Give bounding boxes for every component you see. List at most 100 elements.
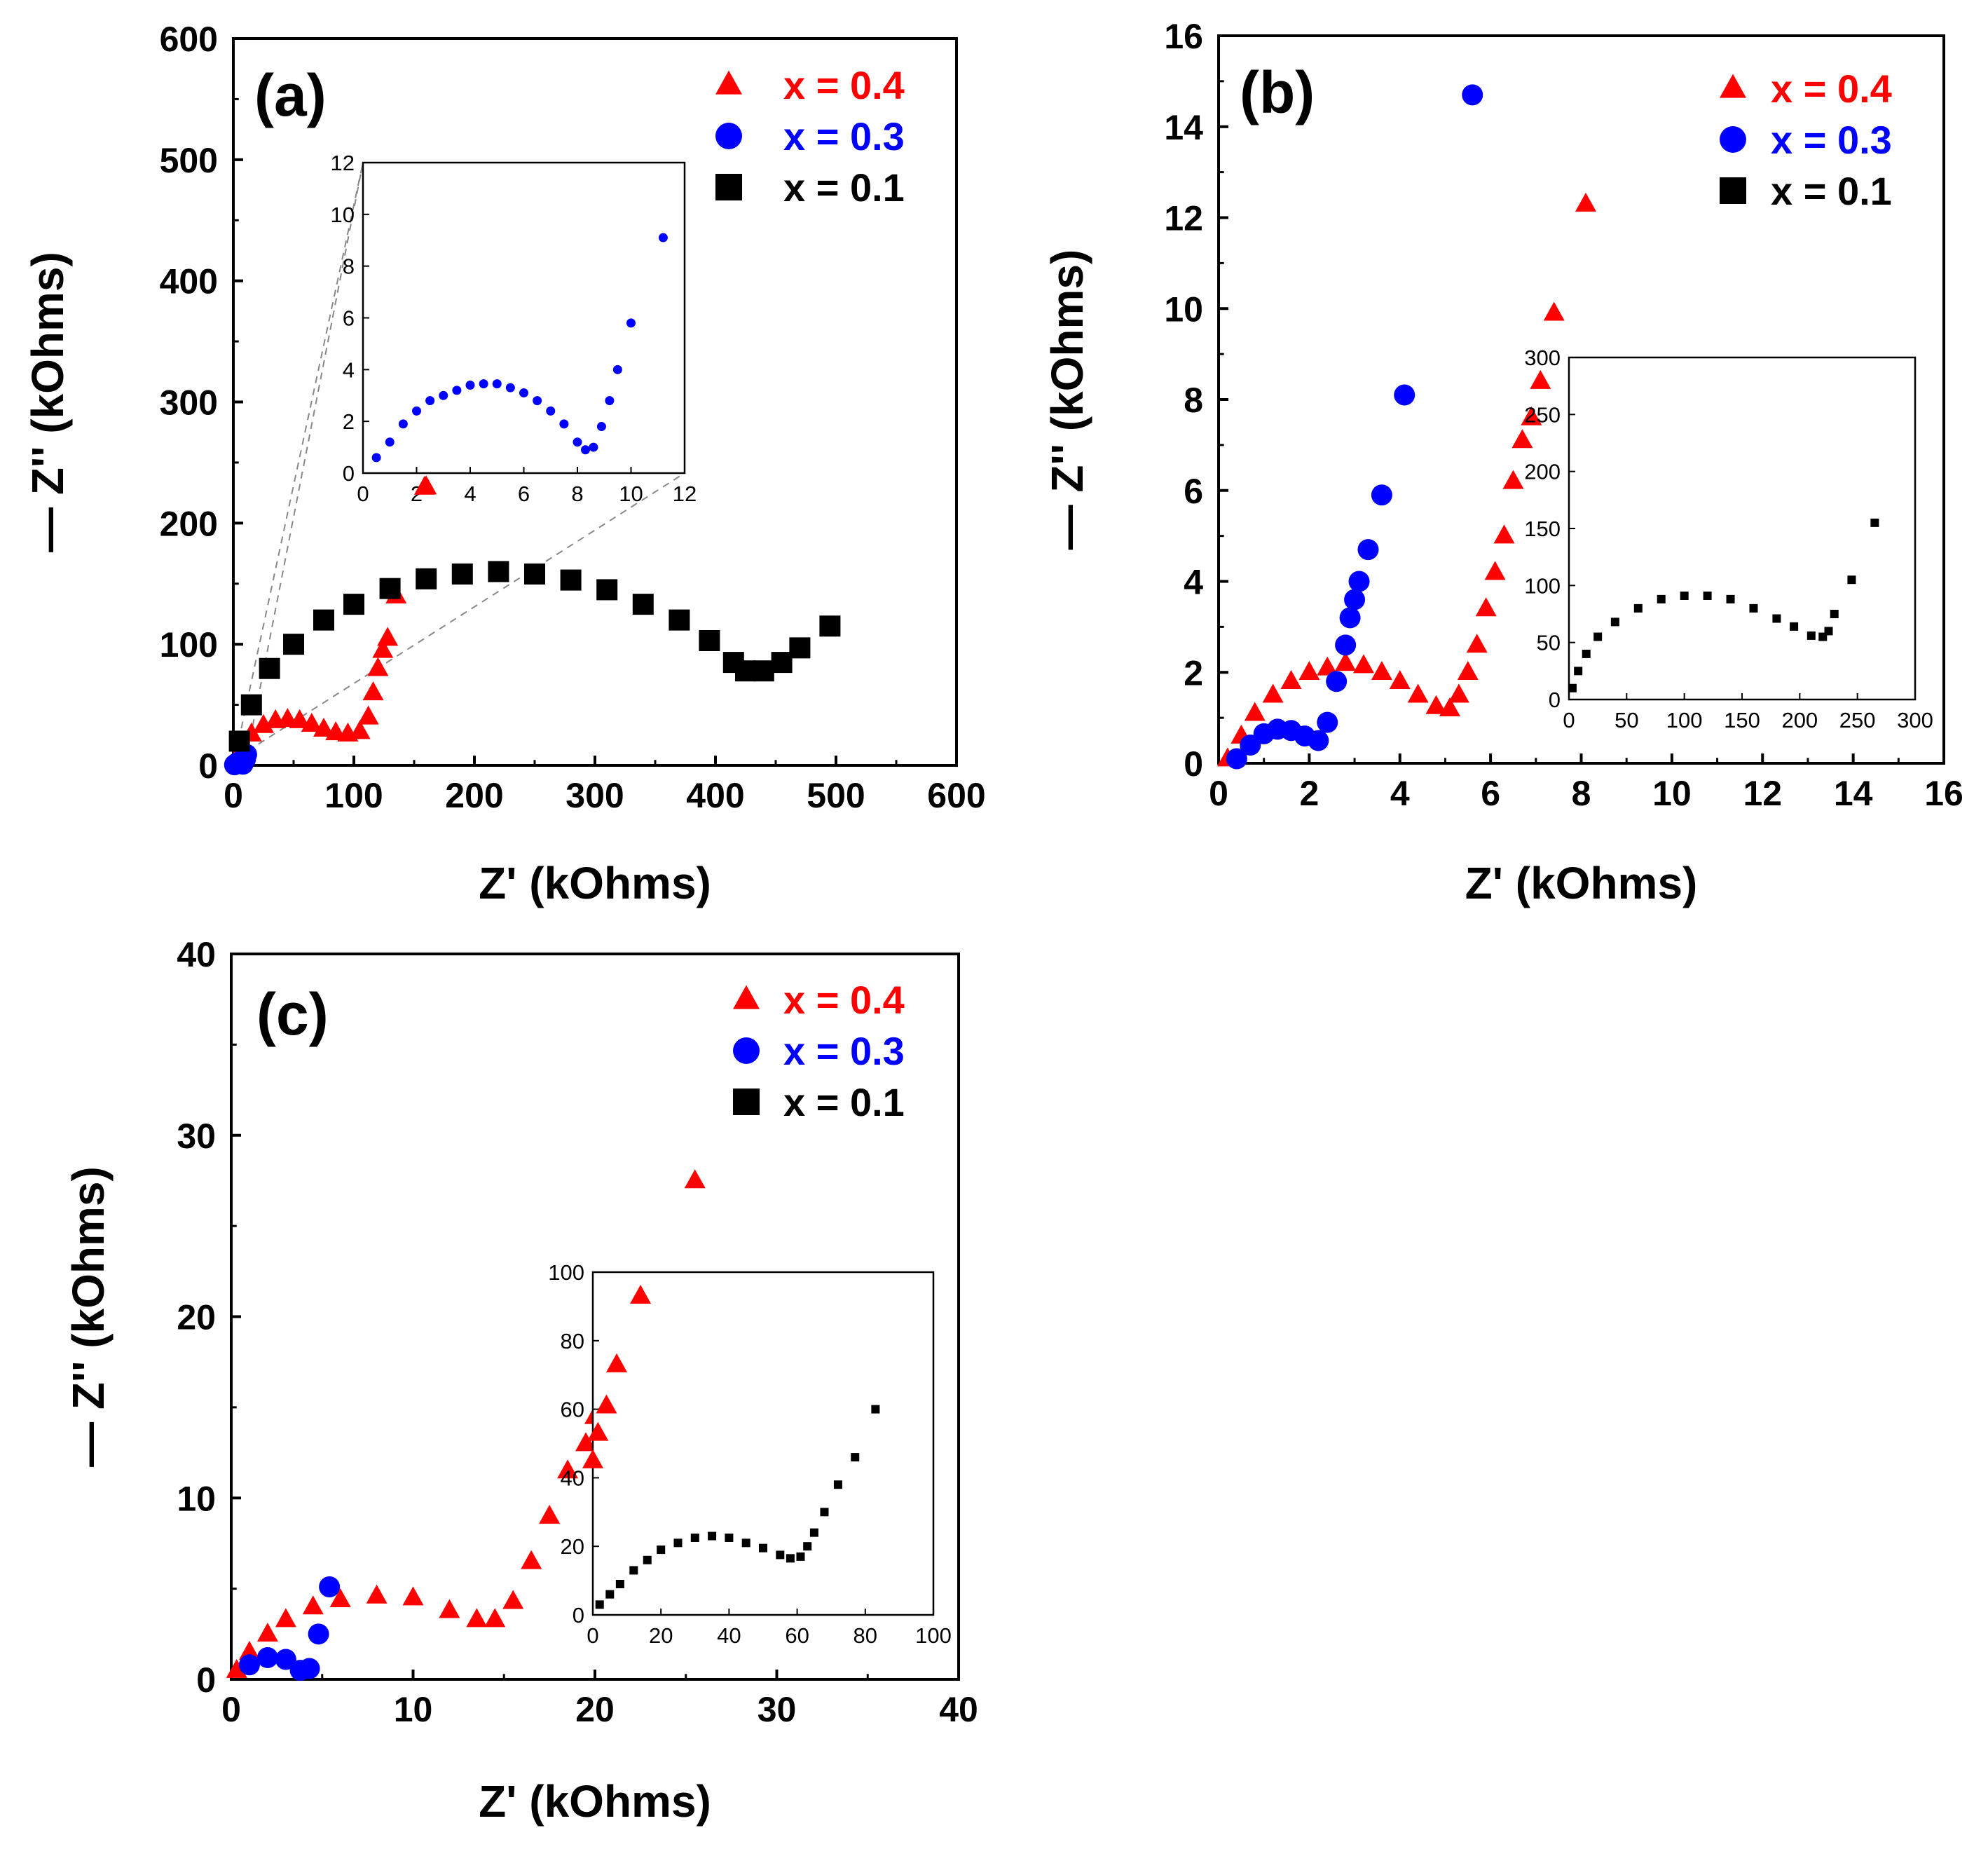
- data-point-triangle: [1575, 193, 1596, 212]
- inset-y-tick-label: 10: [331, 203, 355, 227]
- inset-y-tick-label: 60: [561, 1398, 584, 1422]
- main-x-tick-label: 10: [1652, 774, 1692, 813]
- inset-data-point-square: [1568, 684, 1577, 692]
- inset-data-point-circle: [546, 407, 555, 416]
- data-point-square: [699, 630, 720, 651]
- main-x-tick-label: 0: [221, 1690, 241, 1729]
- main-y-tick-label: 4: [1184, 563, 1203, 602]
- inset-x-tick-label: 10: [619, 482, 643, 506]
- inset-data-point-square: [629, 1566, 638, 1574]
- inset-data-point-square: [691, 1534, 699, 1542]
- inset-y-tick-label: 150: [1524, 517, 1561, 541]
- data-point-triangle: [1530, 370, 1551, 389]
- data-point-triangle: [1408, 683, 1429, 702]
- data-point-triangle: [1281, 670, 1302, 689]
- inset-data-point-square: [786, 1554, 795, 1562]
- main-x-tick-label: 16: [1924, 774, 1963, 813]
- inset-data-point-square: [1593, 633, 1602, 641]
- main-x-tick-label: 20: [575, 1690, 615, 1729]
- inset-data-point-square: [674, 1538, 683, 1547]
- inset-data-point-square: [1611, 617, 1619, 626]
- inset-data-point-circle: [519, 388, 528, 397]
- inset-data-point-square: [1634, 604, 1643, 613]
- data-point-square: [753, 660, 774, 681]
- inset-x-tick-label: 80: [854, 1623, 877, 1648]
- inset-data-point-circle: [452, 385, 461, 395]
- data-point-square: [819, 615, 840, 636]
- inset-data-point-circle: [533, 396, 542, 405]
- inset-data-point-square: [605, 1590, 614, 1599]
- inset-y-tick-label: 8: [343, 254, 355, 279]
- legend: x = 0.4 x = 0.3 x = 0.1: [1720, 67, 1892, 213]
- inset-x-tick-label: 12: [673, 482, 697, 506]
- main-y-tick-label: 0: [1184, 744, 1203, 784]
- main-y-tick-label: 100: [160, 625, 218, 664]
- inset-data-point-square: [796, 1553, 804, 1561]
- data-point-triangle: [1371, 661, 1392, 680]
- data-point-circle: [1394, 385, 1415, 406]
- inset-data-point-square: [657, 1545, 665, 1554]
- data-point-square: [735, 660, 756, 681]
- legend-marker-triangle: [715, 70, 742, 94]
- data-point-triangle: [403, 1586, 424, 1605]
- main-y-tick-label: 20: [177, 1298, 216, 1337]
- inset-y-tick-label: 12: [331, 151, 355, 175]
- y-axis-title: — Z'' (kOhms): [63, 1166, 114, 1467]
- data-point-square: [241, 695, 262, 716]
- data-point-triangle: [1263, 683, 1284, 702]
- inset-x-tick-label: 250: [1839, 708, 1876, 732]
- inset-data-point-square: [834, 1480, 842, 1489]
- inset-y-tick-label: 20: [561, 1534, 584, 1559]
- inset-data-point-circle: [605, 396, 614, 405]
- legend-label: x = 0.4: [783, 978, 905, 1022]
- data-point-triangle: [1494, 524, 1515, 543]
- inset-y-tick-label: 0: [1549, 688, 1561, 712]
- inset-data-point-square: [1657, 595, 1666, 603]
- data-point-triangle: [377, 627, 398, 646]
- panel-c: 0 10 20 30 40 0 10 20 30 40 0 20 40 60 80 100 0 20 40 60 80 1…: [63, 935, 978, 1827]
- data-point-triangle: [1485, 561, 1506, 580]
- inset-y-tick-label: 40: [561, 1466, 584, 1490]
- main-x-tick-label: 0: [1209, 774, 1228, 813]
- legend-marker-square: [1720, 177, 1746, 204]
- panel-label: (c): [256, 981, 329, 1047]
- data-point-square: [259, 658, 280, 679]
- main-x-tick-label: 600: [927, 776, 985, 815]
- inset-data-point-square: [616, 1580, 624, 1588]
- inset-data-point-square: [1680, 592, 1689, 600]
- inset-plot: 0 50 100 150 200 250 300 0 50 100 150 200 250 300: [1524, 346, 1933, 732]
- inset-plot: 024681012024681012: [331, 151, 697, 506]
- data-point-triangle: [257, 1623, 278, 1642]
- x-axis-title: Z' (kOhms): [479, 858, 711, 908]
- main-x-tick-label: 300: [565, 776, 624, 815]
- data-point-triangle: [1448, 683, 1469, 702]
- inset-data-point-circle: [425, 396, 434, 405]
- inset-data-point-square: [1870, 519, 1879, 527]
- legend-label: x = 0.1: [1771, 169, 1892, 213]
- inset-x-tick-label: 200: [1781, 708, 1818, 732]
- legend-marker-triangle: [733, 985, 760, 1009]
- inset-data-point-circle: [559, 419, 568, 428]
- legend-marker-circle: [715, 123, 742, 149]
- main-y-tick-label: 2: [1184, 653, 1203, 692]
- main-x-tick-label: 14: [1834, 774, 1873, 813]
- data-point-triangle: [1390, 670, 1411, 689]
- data-point-triangle: [1458, 661, 1479, 680]
- inset-data-point-circle: [597, 422, 606, 431]
- inset-x-tick-label: 4: [464, 482, 476, 506]
- inset-data-point-square: [1790, 622, 1798, 631]
- inset-x-tick-label: 0: [1563, 708, 1575, 732]
- inset-data-point-square: [1830, 610, 1839, 618]
- data-point-square: [669, 610, 690, 631]
- data-point-triangle: [358, 706, 379, 725]
- inset-y-tick-label: 250: [1524, 402, 1561, 427]
- inset-data-point-circle: [581, 445, 590, 454]
- data-point-circle: [1340, 607, 1361, 628]
- inset-data-point-square: [1807, 632, 1816, 640]
- inset-data-point-circle: [589, 443, 598, 452]
- data-point-triangle: [521, 1550, 542, 1569]
- data-point-circle: [308, 1623, 329, 1644]
- data-point-square: [229, 730, 250, 751]
- inset-x-tick-label: 50: [1615, 708, 1638, 732]
- inset-data-point-square: [1825, 627, 1833, 635]
